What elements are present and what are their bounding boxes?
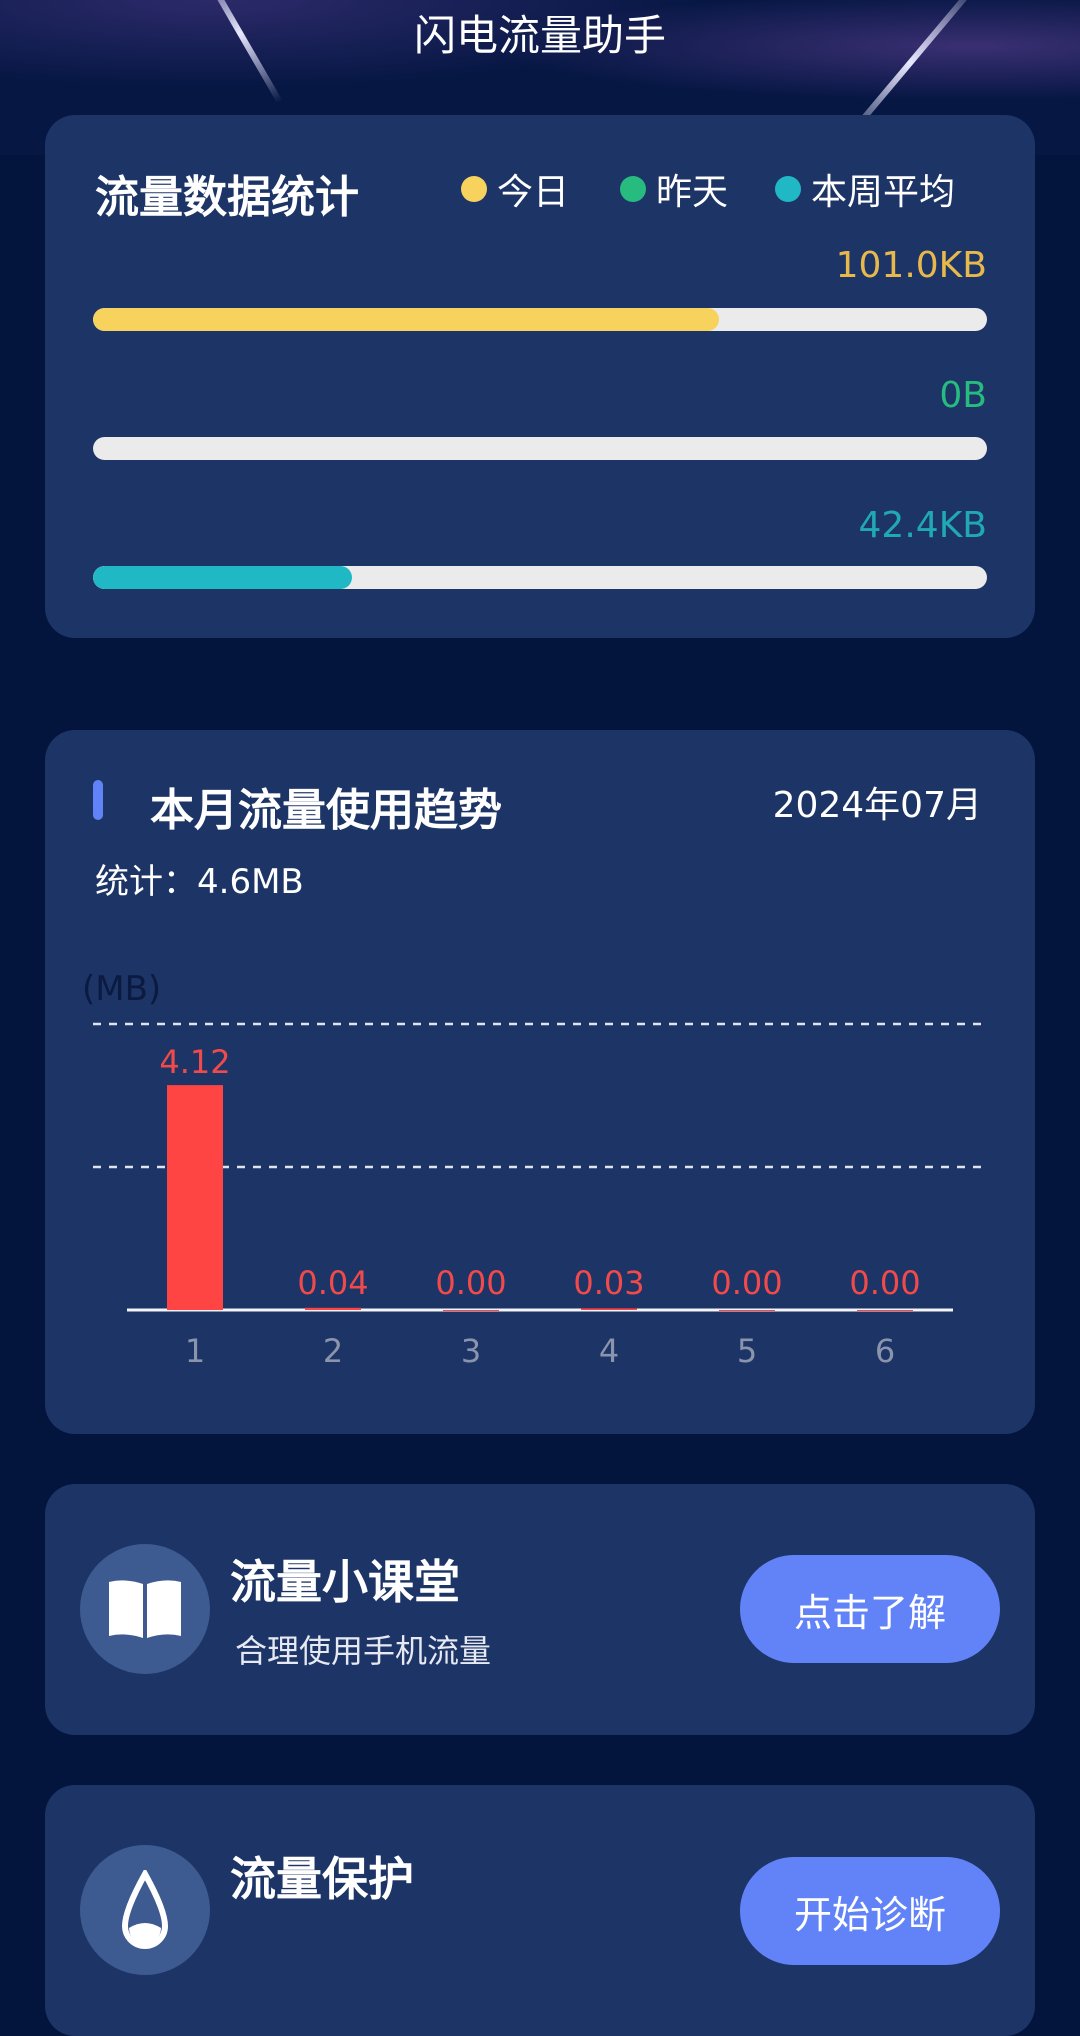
lesson-subtitle: 合理使用手机流量	[235, 1632, 492, 1670]
protect-card: 流量保护 开始诊断	[45, 1785, 1035, 2036]
bar	[167, 1085, 223, 1310]
bar-value-label: 4.12	[159, 1043, 230, 1081]
month-selector[interactable]: 2024年07月	[772, 785, 982, 826]
x-tick-label: 1	[185, 1332, 205, 1370]
x-tick-label: 4	[599, 1332, 619, 1370]
legend-week-avg: 本周平均	[775, 163, 955, 215]
stats-card: 流量数据统计 今日 昨天 本周平均 101.0KB 0B 42.4KB	[45, 115, 1035, 638]
stats-title: 流量数据统计	[95, 172, 359, 223]
trend-title: 本月流量使用趋势	[150, 785, 502, 836]
week-avg-progress	[93, 566, 987, 589]
week-avg-value: 42.4KB	[858, 505, 987, 546]
total-usage: 统计：4.6MB	[95, 862, 304, 902]
legend-label: 今日	[497, 172, 570, 213]
bar-value-label: 0.03	[573, 1264, 644, 1302]
legend-dot	[620, 176, 646, 202]
lesson-card: 流量小课堂 合理使用手机流量 点击了解	[45, 1484, 1035, 1735]
book-icon	[80, 1544, 210, 1674]
legend-today: 今日	[461, 163, 569, 215]
x-tick-label: 2	[323, 1332, 343, 1370]
bar-value-label: 0.04	[297, 1264, 368, 1302]
x-tick-label: 5	[737, 1332, 757, 1370]
app-title: 闪电流量助手	[413, 11, 666, 60]
usage-bar-chart: (MB) 4.12 1 0.04 2 0.00 3 0.03 4 0.00 5 0.00 6	[82, 969, 987, 1370]
week-avg-progress-fill	[93, 566, 353, 589]
bar	[443, 1310, 499, 1311]
legend-label: 本周平均	[811, 172, 956, 213]
trend-card: 本月流量使用趋势 2024年07月 统计：4.6MB (MB) 4.12 1 0.04…	[45, 730, 1035, 1434]
today-progress	[93, 308, 987, 331]
bar-value-label: 0.00	[435, 1264, 506, 1302]
legend-dot	[461, 176, 487, 202]
y-unit-label: (MB)	[82, 969, 161, 1009]
bar	[581, 1308, 637, 1310]
bar	[857, 1310, 913, 1311]
today-value: 101.0KB	[835, 245, 987, 286]
yesterday-value: 0B	[939, 375, 987, 416]
today-progress-fill	[93, 308, 719, 331]
bar-value-label: 0.00	[849, 1264, 920, 1302]
x-tick-label: 3	[461, 1332, 481, 1370]
drop-icon	[80, 1845, 210, 1975]
learn-more-button[interactable]: 点击了解	[740, 1555, 1000, 1663]
legend-yesterday: 昨天	[620, 163, 728, 215]
bar-value-label: 0.00	[711, 1264, 782, 1302]
bar	[305, 1307, 361, 1310]
bar	[719, 1310, 775, 1311]
accent-bar	[93, 780, 103, 820]
start-diagnosis-button[interactable]: 开始诊断	[740, 1857, 1000, 1965]
legend-label: 昨天	[656, 172, 729, 213]
legend-dot	[775, 176, 801, 202]
x-tick-label: 6	[875, 1332, 895, 1370]
yesterday-progress	[93, 437, 987, 460]
lesson-title: 流量小课堂	[230, 1555, 460, 1609]
protect-title: 流量保护	[230, 1852, 414, 1906]
